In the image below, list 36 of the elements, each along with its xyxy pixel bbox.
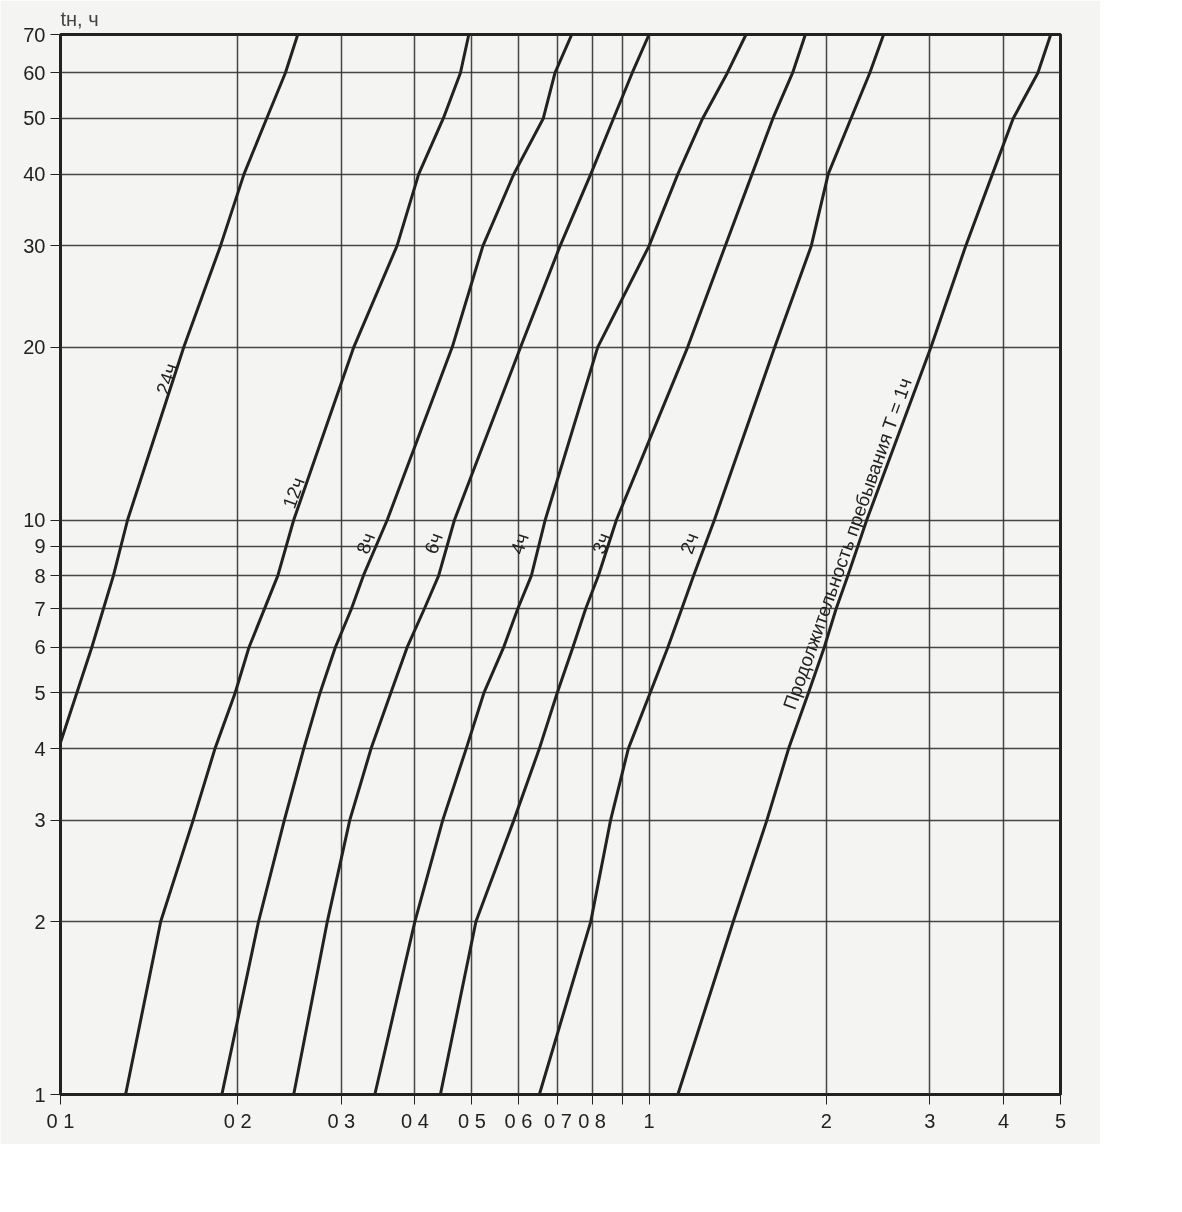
x-tick-label: 0 7: [544, 1109, 572, 1132]
x-tick-label: 0 6: [504, 1109, 533, 1132]
y-tick-label: 70: [23, 23, 46, 46]
x-tick-label: 0 2: [223, 1109, 252, 1132]
y-tick-label: 4: [34, 737, 46, 760]
y-tick-label: 2: [34, 910, 46, 933]
y-tick-label: 6: [34, 636, 46, 659]
x-tick-label: 1: [643, 1109, 655, 1132]
y-tick-label: 50: [23, 107, 46, 130]
x-tick-label: 0 4: [400, 1109, 429, 1132]
x-tick-label: 0 3: [327, 1109, 356, 1132]
x-tick-label: 0 1: [46, 1109, 75, 1132]
text: 8ч: [352, 530, 380, 557]
y-tick-label: 8: [34, 564, 46, 587]
y-tick-label: 20: [23, 336, 46, 359]
x-tick-label: 3: [924, 1109, 936, 1132]
y-tick-label: 9: [34, 535, 46, 558]
y-tick-label: 5: [34, 681, 46, 704]
x-tick-label: 0 5: [458, 1109, 486, 1132]
x-tick-label: 0 8: [578, 1109, 606, 1132]
y-tick-label: 1: [34, 1083, 46, 1106]
y-tick-label: 40: [23, 163, 46, 186]
x-tick-label: 2: [820, 1109, 832, 1132]
x-tick-label: 4: [997, 1109, 1010, 1132]
y-tick-label: 60: [23, 61, 46, 84]
text: 2ч: [675, 530, 703, 557]
text: 3ч: [587, 530, 615, 557]
text: 4ч: [506, 530, 533, 557]
y-axis-title: tн, ч: [60, 7, 99, 30]
y-tick-label: 7: [34, 598, 46, 620]
text: 6ч: [420, 530, 448, 557]
y-tick-label: 30: [23, 234, 46, 257]
y-tick-label: 10: [23, 509, 46, 531]
y-tick-label: 3: [34, 809, 46, 832]
x-tick-label: 5: [1054, 1109, 1067, 1132]
text: 12ч: [278, 474, 309, 511]
